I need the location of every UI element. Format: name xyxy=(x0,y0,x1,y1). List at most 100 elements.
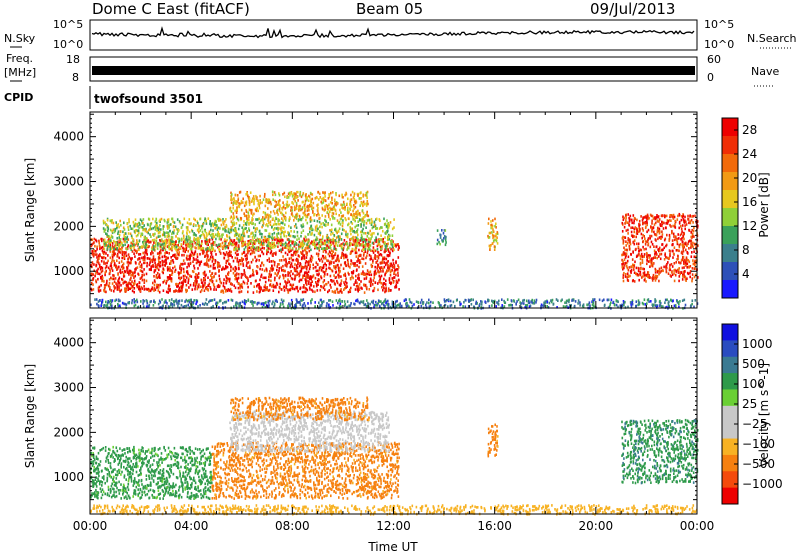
echo-cell xyxy=(274,227,276,230)
echo-cell xyxy=(288,250,291,254)
echo-cell xyxy=(308,280,310,283)
echo-cell xyxy=(172,266,174,270)
echo-cell xyxy=(436,238,439,242)
echo-cell xyxy=(305,275,307,278)
echo-cell xyxy=(174,265,176,269)
echo-cell xyxy=(162,247,164,250)
echo-cell xyxy=(356,264,358,267)
echo-cell xyxy=(691,277,694,280)
echo-cell xyxy=(251,217,253,220)
echo-cell xyxy=(176,244,178,247)
echo-cell xyxy=(387,250,390,253)
echo-cell xyxy=(316,196,318,200)
echo-cell xyxy=(290,270,292,273)
echo-cell xyxy=(137,233,139,237)
echo-cell xyxy=(245,208,247,212)
echo-cell xyxy=(336,257,338,260)
echo-cell xyxy=(334,283,336,286)
echo-cell xyxy=(368,280,371,283)
echo-cell xyxy=(338,276,340,279)
echo-cell xyxy=(347,271,349,275)
echo-cell xyxy=(92,283,94,286)
echo-cell xyxy=(150,252,152,256)
echo-cell xyxy=(204,278,206,282)
echo-cell xyxy=(353,212,355,216)
echo-cell xyxy=(338,238,340,241)
echo-cell xyxy=(658,269,660,273)
echo-cell xyxy=(318,243,321,247)
echo-cell xyxy=(333,290,335,294)
echo-cell xyxy=(142,227,145,231)
echo-cell xyxy=(298,237,300,240)
echo-cell xyxy=(347,290,350,294)
echo-cell xyxy=(216,285,219,288)
echo-cell xyxy=(678,270,680,273)
echo-cell xyxy=(629,238,631,242)
echo-cell xyxy=(228,262,230,265)
echo-cell xyxy=(276,272,279,276)
echo-cell xyxy=(212,223,214,227)
echo-cell xyxy=(178,276,180,280)
echo-cell xyxy=(622,262,625,265)
echo-cell xyxy=(235,248,237,251)
echo-cell xyxy=(306,209,309,212)
echo-cell xyxy=(319,288,322,292)
echo-cell xyxy=(310,281,312,285)
echo-cell xyxy=(177,237,179,240)
echo-cell xyxy=(207,232,210,236)
echo-cell xyxy=(238,290,241,294)
echo-cell xyxy=(674,268,676,272)
echo-cell xyxy=(255,197,258,200)
echo-cell xyxy=(93,249,95,253)
echo-cell xyxy=(176,251,179,255)
echo-cell xyxy=(319,231,322,235)
echo-cell xyxy=(249,264,251,268)
echo-cell xyxy=(298,280,301,283)
echo-cell xyxy=(647,237,650,240)
echo-cell xyxy=(132,285,134,288)
echo-cell xyxy=(343,288,345,291)
echo-cell xyxy=(374,224,377,227)
echo-cell xyxy=(682,273,684,277)
echo-cell xyxy=(156,276,159,280)
echo-cell xyxy=(288,232,290,236)
echo-cell xyxy=(366,190,369,194)
echo-cell xyxy=(331,196,333,200)
echo-cell xyxy=(184,262,186,265)
echo-cell xyxy=(689,221,692,225)
echo-cell xyxy=(264,237,267,240)
echo-cell xyxy=(276,232,278,236)
echo-cell xyxy=(298,274,301,278)
echo-cell xyxy=(113,247,115,251)
echo-cell xyxy=(683,272,685,276)
echo-cell xyxy=(251,197,254,200)
echo-cell xyxy=(210,224,212,228)
echo-cell xyxy=(630,265,633,268)
echo-cell xyxy=(201,289,203,292)
echo-cell xyxy=(331,201,333,205)
echo-cell xyxy=(238,224,241,227)
echo-cell xyxy=(109,228,112,232)
echo-cell xyxy=(350,286,352,290)
echo-cell xyxy=(127,264,130,267)
echo-cell xyxy=(308,239,310,242)
echo-cell xyxy=(288,219,290,222)
echo-cell xyxy=(109,243,112,246)
echo-cell xyxy=(273,237,276,241)
echo-cell xyxy=(295,196,297,199)
echo-cell xyxy=(256,290,258,293)
echo-cell xyxy=(294,215,297,218)
echo-cell xyxy=(678,275,681,278)
echo-cell xyxy=(321,214,323,217)
echo-cell xyxy=(129,261,131,265)
echo-cell xyxy=(236,237,238,240)
echo-cell xyxy=(228,250,231,253)
echo-cell xyxy=(283,258,285,262)
echo-cell xyxy=(208,246,211,249)
echo-cell xyxy=(154,244,157,247)
echo-cell xyxy=(337,257,340,261)
echo-cell xyxy=(183,277,185,281)
echo-cell xyxy=(199,290,202,294)
echo-cell xyxy=(328,246,330,249)
echo-cell xyxy=(95,250,97,253)
